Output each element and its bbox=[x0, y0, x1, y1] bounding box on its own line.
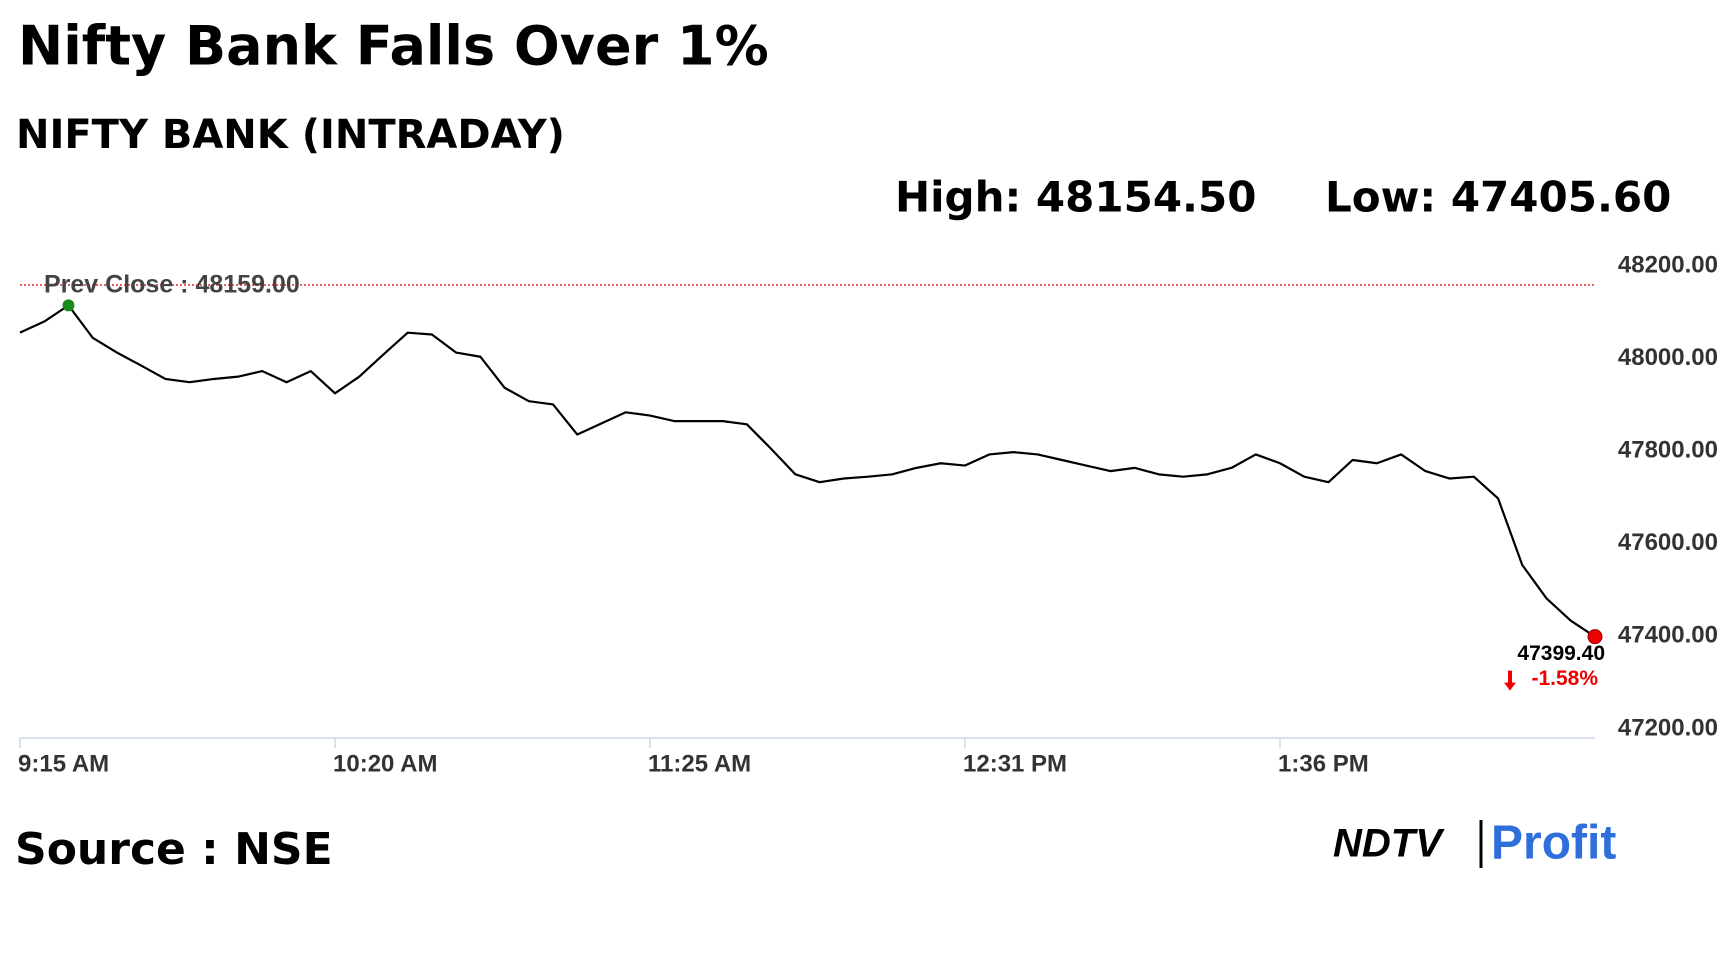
price-line bbox=[19, 304, 1596, 638]
chart-title: Nifty Bank Falls Over 1% bbox=[18, 15, 769, 78]
x-tick-label: 12:31 PM bbox=[963, 750, 1067, 777]
prev-close-label: Prev Close : 48159.00 bbox=[44, 271, 300, 299]
y-tick-label: 48000.00 bbox=[1618, 344, 1718, 371]
x-tick-label: 1:36 PM bbox=[1278, 750, 1369, 777]
x-tick-label: 11:25 AM bbox=[648, 750, 751, 777]
y-tick-label: 47600.00 bbox=[1618, 529, 1718, 556]
change-label: -1.58% bbox=[1531, 667, 1598, 690]
y-tick-label: 48200.00 bbox=[1618, 251, 1718, 278]
y-tick-label: 47200.00 bbox=[1618, 714, 1718, 741]
high-label: High: 48154.50 bbox=[895, 173, 1256, 222]
y-tick-label: 47800.00 bbox=[1618, 437, 1718, 464]
high-dot bbox=[62, 299, 75, 312]
x-tick-label: 9:15 AM bbox=[18, 750, 109, 777]
last-dot bbox=[1587, 629, 1603, 645]
logo-ndtv: NDTV bbox=[1333, 822, 1445, 866]
low-label: Low: 47405.60 bbox=[1325, 173, 1671, 222]
last-value-label: 47399.40 bbox=[1517, 642, 1605, 665]
source: Source : NSE bbox=[15, 824, 333, 875]
y-tick-label: 47400.00 bbox=[1618, 622, 1718, 649]
logo-profit: Profit bbox=[1491, 817, 1616, 870]
chart-subtitle: NIFTY BANK (INTRADAY) bbox=[16, 112, 565, 158]
down-arrow bbox=[1504, 670, 1516, 691]
x-tick-label: 10:20 AM bbox=[333, 750, 437, 777]
